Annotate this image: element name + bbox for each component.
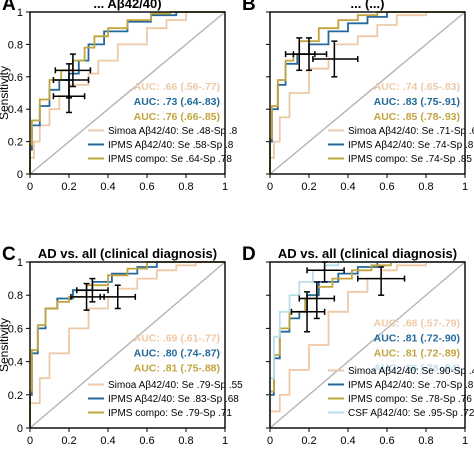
legend-label-compo: IPMS compo: Se .78-Sp .76 [348, 394, 472, 405]
y-tick-label: 1 [17, 7, 23, 19]
legend-label-csf: CSF Aβ42/40: Se .95-Sp .72 [348, 408, 474, 419]
legend-label-ipms: IPMS Aβ42/40: Se .74-Sp .8 [348, 140, 474, 151]
x-tick-label: 1 [222, 181, 228, 193]
roc-curve-simoa [269, 261, 465, 428]
panel-title: ... (...) [351, 0, 385, 11]
y-tick-label: 0.2 [8, 390, 23, 402]
x-tick-label: 0.2 [301, 181, 316, 193]
auc-label-compo: AUC: .85 (.78-.93) [374, 111, 460, 123]
auc-label-simoa: AUC: .74 (.65-.83) [374, 81, 460, 93]
x-tick-label: 0.6 [139, 435, 154, 447]
chance-diagonal [269, 11, 466, 175]
y-tick-label: 0 [17, 423, 23, 435]
roc-curve-ipms [29, 11, 225, 174]
y-tick-label: 0.2 [8, 137, 23, 149]
x-tick-label: 1 [462, 181, 468, 193]
legend-label-simoa: Simoa Aβ42/40: Se .79-Sp .55 [108, 380, 243, 391]
legend-label-simoa: Simoa Aβ42/40: Se .71-Sp .67 [348, 126, 474, 137]
plot-frame [269, 11, 466, 175]
y-axis-label: Sensitivity [0, 66, 11, 120]
legend-label-ipms: IPMS Aβ42/40: Se .83-Sp .68 [108, 394, 239, 405]
chance-diagonal [29, 261, 226, 429]
auc-label-simoa: AUC: .69 (.61-.77) [134, 333, 220, 345]
y-tick-label: 0 [17, 169, 23, 181]
panel-letter: C [2, 244, 16, 265]
auc-label-csf: AUC: .86 (.78-.94) [374, 363, 460, 375]
legend-label-compo: IPMS compo: Se .79-Sp .71 [108, 408, 232, 419]
roc-panel-b: B ... (...) 0 0.2 0.4 0.6 0.8 1 AUC: .74 (.65-.8… [242, 0, 474, 193]
auc-label-ipms: AUC: .80 (.74-.87) [134, 348, 220, 360]
legend-label-compo: IPMS compo: Se .64-Sp .78 [108, 154, 232, 165]
panel-letter: A [2, 0, 16, 15]
plot-frame [29, 261, 226, 429]
chance-diagonal [269, 261, 466, 429]
x-tick-label: 1 [222, 435, 228, 447]
x-tick-label: 0.8 [418, 435, 433, 447]
panel-title: AD vs. all (clinical diagnosis) [38, 246, 217, 261]
roc-curve-csf [269, 261, 465, 428]
roc-panel-c: C AD vs. all (clinical diagnosis) 0 0.2 0.4 0… [0, 244, 243, 447]
legend-label-compo: IPMS compo: Se .74-Sp .85 [348, 154, 472, 165]
legend-label-ipms: IPMS Aβ42/40: Se .58-Sp .8 [108, 140, 234, 151]
y-tick-label: 1 [17, 257, 23, 269]
x-tick-label: 0.8 [178, 435, 193, 447]
roc-curve-compo [29, 11, 225, 174]
y-tick-label: 0.8 [8, 290, 23, 302]
x-tick-label: 0 [267, 181, 273, 193]
y-axis-label: Sensitivity [0, 318, 11, 372]
x-tick-label: 0.4 [340, 435, 355, 447]
auc-label-simoa: AUC: .68 (.57-.79) [374, 318, 460, 330]
roc-panel-a: A ... Aβ42/40) 0 0.2 0.4 0.6 0.8 1 0 0.2 0.4 0.6 0.8… [0, 0, 238, 193]
legend-label-simoa: Simoa Aβ42/40: Se .90-Sp .43 [348, 366, 474, 377]
y-tick-label: 0.6 [8, 323, 23, 335]
y-tick-label: 0.6 [8, 72, 23, 84]
x-tick-label: 0.8 [178, 181, 193, 193]
x-tick-label: 0.2 [61, 435, 76, 447]
y-tick-label: 0.8 [8, 39, 23, 51]
x-tick-label: 0.8 [418, 181, 433, 193]
panel-title: ... Aβ42/40) [93, 0, 161, 11]
auc-label-compo: AUC: .81 (.72-.89) [374, 348, 460, 360]
x-tick-label: 0.2 [301, 435, 316, 447]
panel-letter: B [242, 0, 256, 15]
y-tick-label: 0.4 [8, 104, 23, 116]
y-tick-label: 0.4 [8, 357, 23, 369]
roc-curve-compo [29, 261, 225, 428]
auc-label-ipms: AUC: .83 (.75-.91) [374, 96, 460, 108]
x-tick-label: 0.2 [61, 181, 76, 193]
x-tick-label: 0.6 [139, 181, 154, 193]
plot-frame [29, 11, 226, 175]
x-tick-label: 0.4 [100, 435, 115, 447]
legend-label-simoa: Simoa Aβ42/40: Se .48-Sp .8 [108, 126, 238, 137]
auc-label-compo: AUC: .76 (.66-.85) [134, 111, 220, 123]
chance-diagonal [29, 11, 226, 175]
plot-frame [269, 261, 466, 429]
x-tick-label: 0.4 [100, 181, 115, 193]
panel-title: AD vs. all (clinical diagnosis) [278, 246, 457, 261]
x-tick-label: 0.6 [379, 181, 394, 193]
legend-label-ipms: IPMS Aβ42/40: Se .70-Sp .81 [348, 380, 474, 391]
panel-letter: D [242, 244, 256, 265]
x-tick-label: 0.6 [379, 435, 394, 447]
x-tick-label: 0 [27, 435, 33, 447]
roc-curve-simoa [29, 11, 225, 174]
x-tick-label: 1 [462, 435, 468, 447]
auc-label-simoa: AUC: .66 (.56-.77) [134, 81, 220, 93]
x-tick-label: 0 [27, 181, 33, 193]
roc-panel-d: D AD vs. all (clinical diagnosis) 0 0.2 0.4 0… [242, 244, 474, 447]
auc-label-ipms: AUC: .81 (.72-.90) [374, 333, 460, 345]
x-tick-label: 0 [267, 435, 273, 447]
x-tick-label: 0.4 [340, 181, 355, 193]
auc-label-ipms: AUC: .73 (.64-.83) [134, 96, 220, 108]
auc-label-compo: AUC: .81 (.75-.88) [134, 363, 220, 375]
